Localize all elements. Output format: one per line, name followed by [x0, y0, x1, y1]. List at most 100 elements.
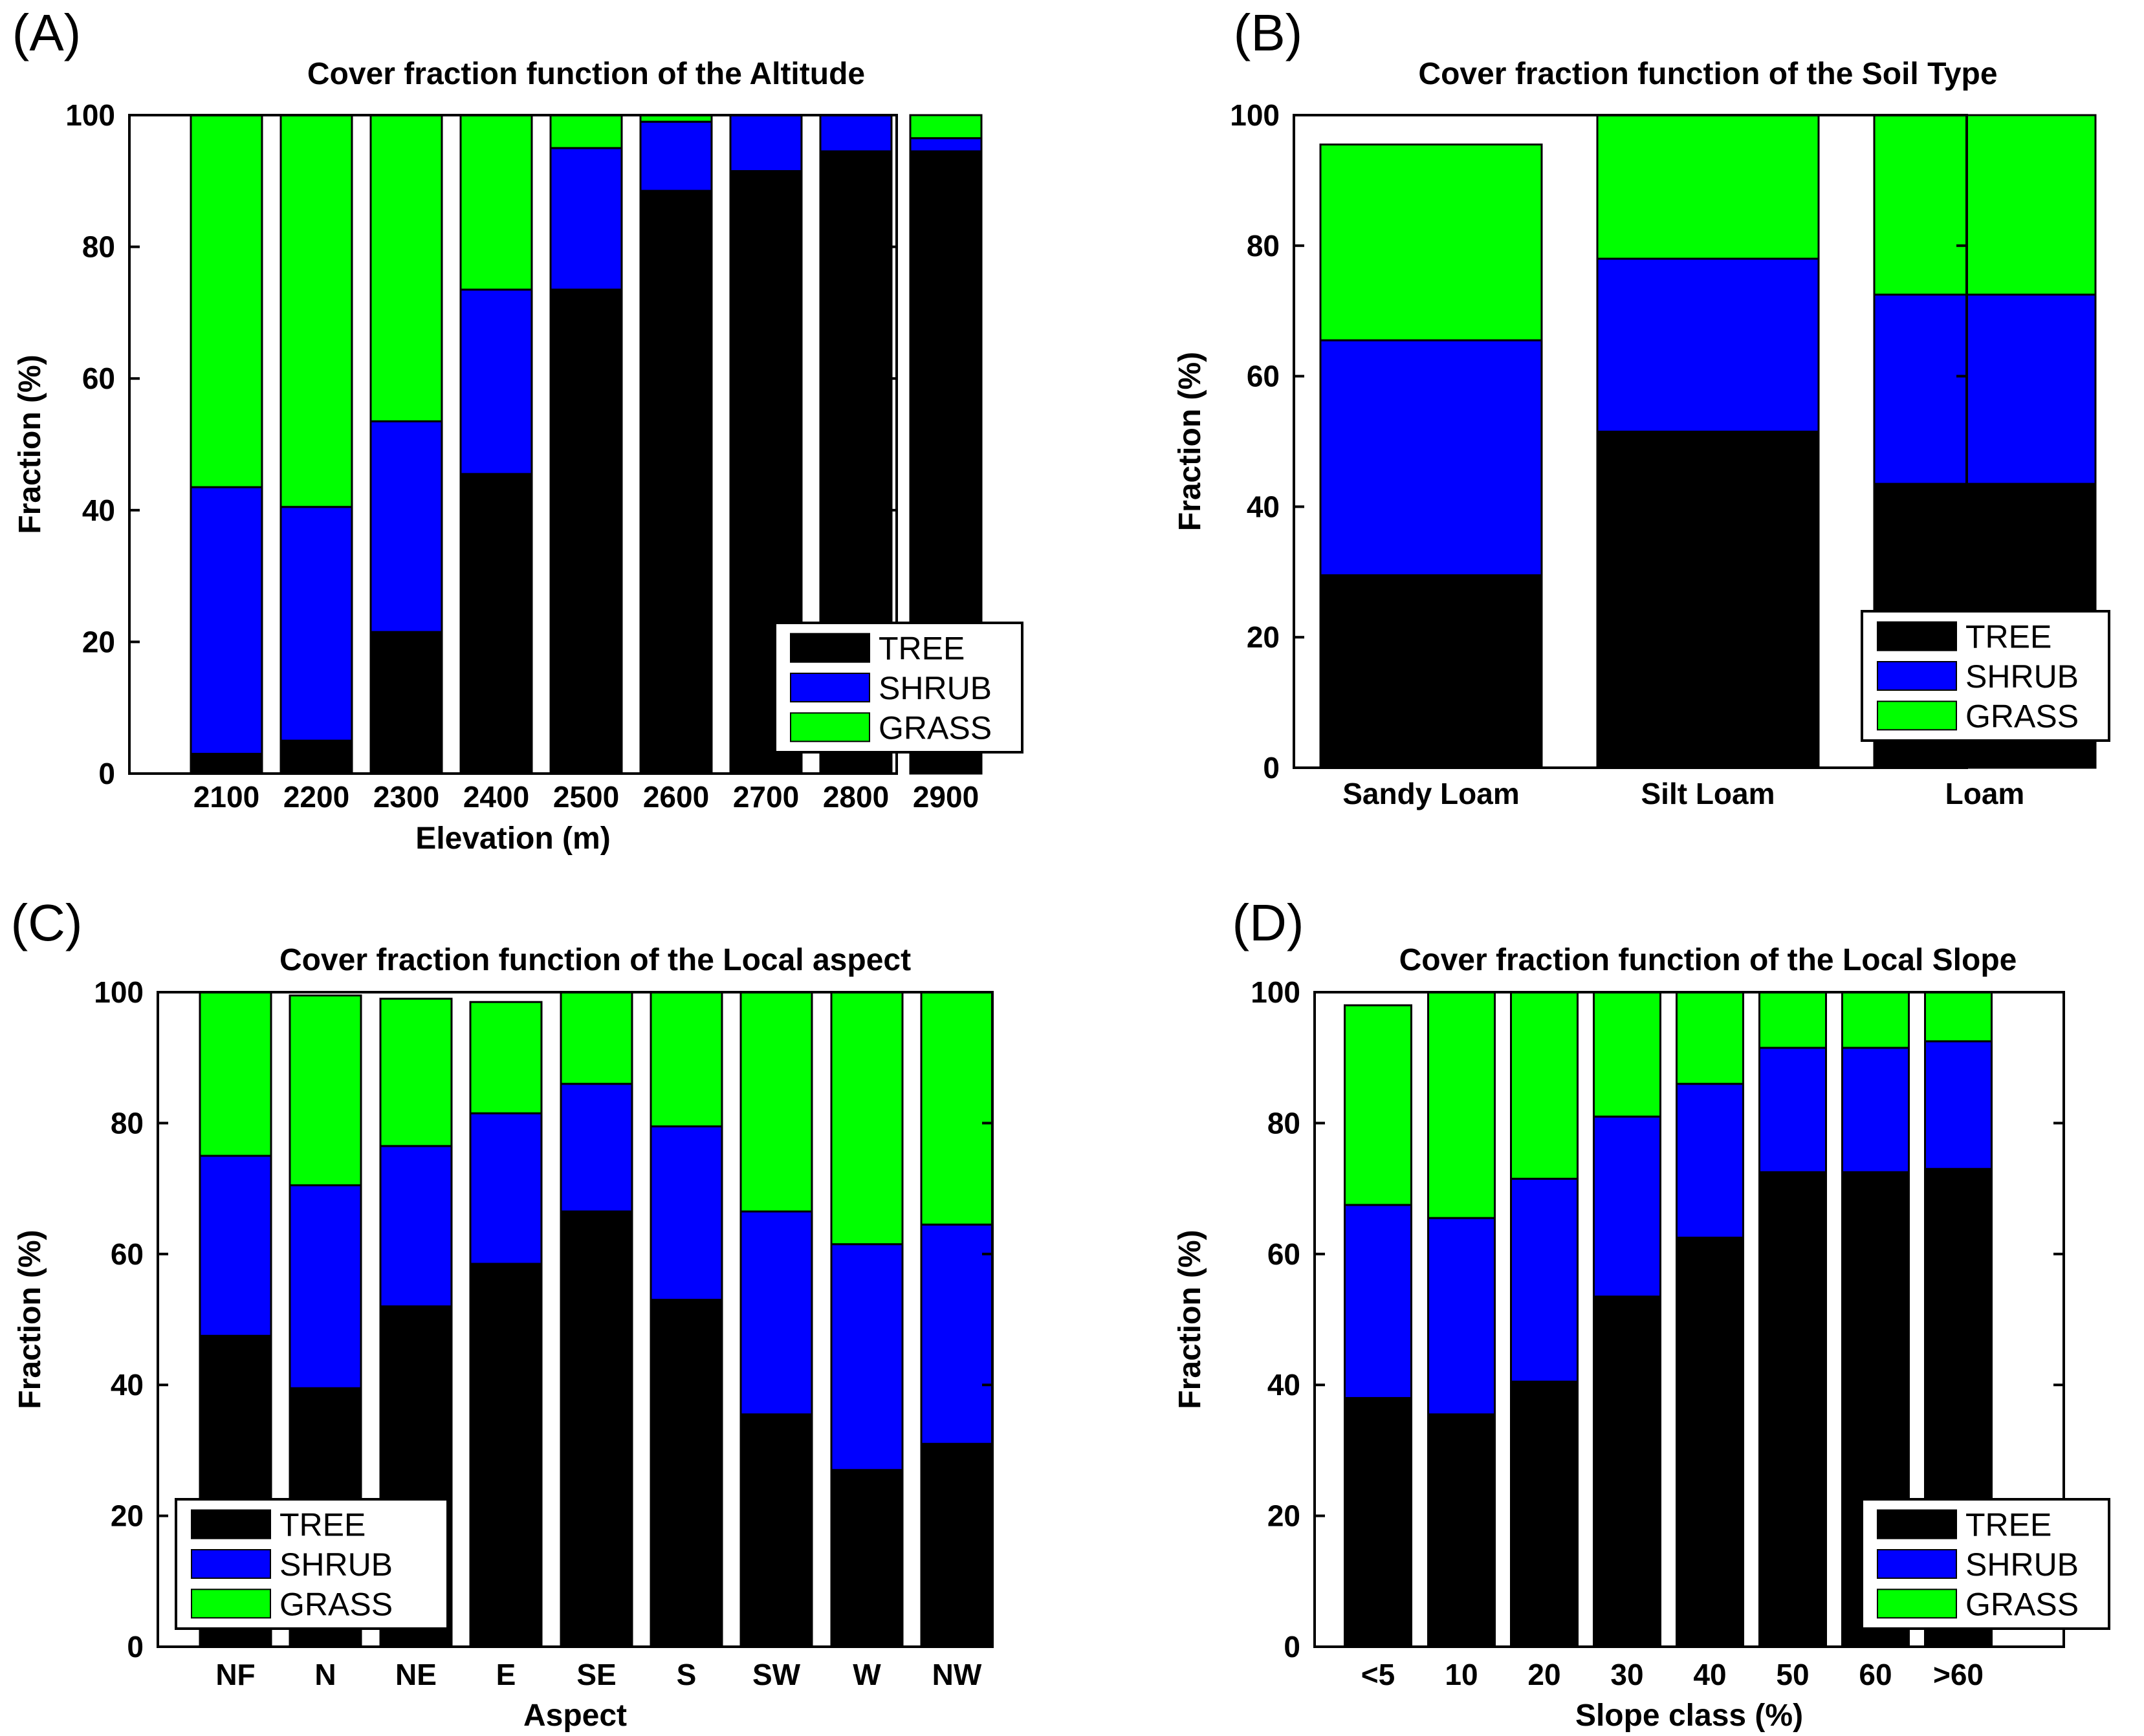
y-tick-label: 80 [1267, 1106, 1300, 1140]
bar-tree [1676, 1237, 1744, 1648]
chart-panel-b: (B) Cover fraction function of the Soil T… [1173, 4, 2110, 810]
x-tick-label: 10 [1445, 1658, 1478, 1691]
legend-label-tree: TREE [879, 631, 965, 667]
chart-title: Cover fraction function of the Altitude [307, 57, 865, 91]
x-tick-label: 2200 [283, 780, 349, 814]
bar-grass [1873, 114, 2097, 296]
chart-title: Cover fraction function of the Local Slo… [1399, 943, 2017, 977]
bar-grass [1344, 1004, 1412, 1206]
chart-title: Cover fraction function of the Soil Type [1418, 57, 1997, 91]
x-tick-label: 20 [1527, 1658, 1560, 1691]
y-tick-label: 40 [1267, 1368, 1300, 1402]
legend-label-tree: TREE [1965, 619, 2051, 655]
bar-grass [1758, 991, 1827, 1049]
legend-label-shrub: SHRUB [879, 670, 992, 706]
bar-grass [1596, 114, 1820, 260]
y-tick-label: 60 [1247, 360, 1280, 393]
axes-frame [128, 114, 898, 775]
y-tick-label: 0 [1263, 751, 1280, 785]
x-tick-label: Loam [1945, 777, 2025, 810]
y-tick-label: 100 [65, 98, 115, 132]
legend-swatch-tree [191, 1509, 271, 1539]
x-tick-label: >60 [1933, 1658, 1984, 1691]
x-tick-label: 2800 [823, 780, 889, 814]
bar-grass [830, 991, 904, 1246]
bar-grass [560, 991, 633, 1085]
bar-shrub [1593, 1115, 1661, 1298]
axes-frame [1293, 114, 1968, 769]
y-tick-label: 0 [127, 1630, 144, 1664]
bar-grass [1676, 991, 1744, 1085]
y-tick-label: 20 [1267, 1499, 1300, 1533]
y-axis-label: Fraction (%) [1173, 1230, 1207, 1409]
bar-shrub [379, 1145, 453, 1308]
bar-shrub [739, 1210, 813, 1416]
y-tick-label: 40 [82, 494, 115, 527]
axes-frame [157, 991, 994, 1648]
legend-label-shrub: SHRUB [1965, 1546, 2079, 1583]
bar-tree [739, 1413, 813, 1648]
legend-swatch-shrub [790, 673, 870, 702]
bar-grass [739, 991, 813, 1213]
bar-tree [639, 190, 713, 775]
bar-shrub [819, 114, 893, 153]
bar-shrub [650, 1125, 723, 1301]
bar-grass [1593, 991, 1661, 1118]
bar-grass [1319, 143, 1543, 342]
legend-label-grass: GRASS [879, 710, 992, 746]
bar-tree [1596, 430, 1820, 769]
chart-panel-a: (A) Cover fraction function of the Altitu… [12, 4, 1023, 856]
x-tick-label: NW [932, 1658, 982, 1691]
bar-grass [469, 1001, 543, 1114]
bar-tree [469, 1263, 543, 1648]
legend-label-grass: GRASS [1965, 698, 2079, 734]
y-tick-label: 80 [82, 230, 115, 264]
bar-tree [369, 631, 443, 775]
bar-shrub [1841, 1047, 1910, 1173]
panel-label: (D) [1232, 894, 1304, 951]
x-tick-label: 2700 [733, 780, 799, 814]
bar-shrub [729, 114, 803, 173]
bar-tree [830, 1469, 904, 1648]
chart-panel-d: (D) Cover fraction function of the Local … [1173, 894, 2110, 1733]
bar-grass [549, 114, 623, 149]
bar-grass [1841, 991, 1910, 1049]
legend-label-grass: GRASS [1965, 1586, 2079, 1622]
y-tick-label: 60 [1267, 1237, 1300, 1271]
y-tick-label: 20 [1247, 620, 1280, 654]
y-tick-label: 0 [1284, 1630, 1300, 1664]
x-tick-label: 50 [1776, 1658, 1809, 1691]
bar-tree [1427, 1413, 1496, 1648]
bar-grass [369, 114, 443, 422]
bar-grass [1427, 991, 1496, 1219]
bar-grass [459, 114, 533, 291]
bar-tree [1344, 1396, 1412, 1648]
y-tick-label: 80 [1247, 229, 1280, 263]
panel-label: (C) [10, 894, 82, 951]
x-tick-label: Sandy Loam [1342, 777, 1520, 810]
y-tick-label: 100 [94, 975, 144, 1009]
y-axis-label: Fraction (%) [1173, 352, 1207, 531]
y-tick-label: 20 [111, 1499, 144, 1533]
bar-grass [1924, 991, 1993, 1043]
bar-shrub [469, 1112, 543, 1265]
x-tick-label: S [677, 1658, 697, 1691]
bar-shrub [289, 1184, 362, 1389]
x-tick-label: 30 [1610, 1658, 1643, 1691]
legend-swatch-shrub [191, 1549, 271, 1579]
bar-shrub [1873, 293, 2097, 485]
x-tick-label: Silt Loam [1641, 777, 1775, 810]
panel-label: (A) [12, 4, 82, 61]
legend-swatch-tree [790, 633, 870, 663]
y-axis-label: Fraction (%) [13, 354, 47, 534]
bar-shrub [1319, 339, 1543, 576]
y-tick-label: 40 [1247, 490, 1280, 523]
x-tick-label: NE [395, 1658, 437, 1691]
x-tick-label: 2400 [463, 780, 529, 814]
x-tick-label: NF [215, 1658, 255, 1691]
bar-tree [560, 1210, 633, 1648]
